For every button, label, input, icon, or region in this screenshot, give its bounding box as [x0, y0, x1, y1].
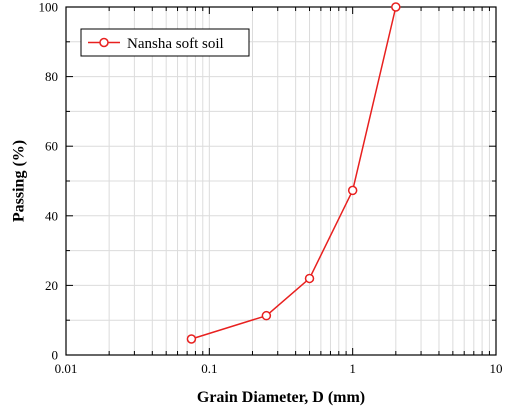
grid-lines: [66, 7, 496, 355]
data-point: [391, 2, 401, 12]
series-line: [191, 6, 397, 340]
y-tick-label: 100: [39, 0, 59, 15]
legend-label: Nansha soft soil: [127, 36, 224, 52]
y-tick-label: 20: [45, 278, 58, 293]
x-tick-label: 1: [349, 361, 356, 376]
y-tick-label: 0: [52, 348, 59, 363]
data-point: [261, 310, 272, 321]
x-axis-title: Grain Diameter, D (mm): [197, 389, 365, 406]
x-tick-label: 0.1: [201, 361, 217, 376]
y-tick-label: 40: [45, 208, 58, 223]
series-group: [186, 2, 401, 344]
y-axis-ticks: 0 20 40 60 80 100: [39, 0, 496, 363]
legend-box: [80, 28, 250, 57]
legend-marker: [99, 37, 109, 48]
data-point: [304, 273, 315, 284]
x-tick-label: 0.01: [55, 361, 78, 376]
y-tick-label: 60: [45, 139, 58, 154]
legend: Nansha soft soil: [80, 28, 250, 57]
data-point: [347, 185, 358, 196]
x-tick-label: 10: [490, 361, 503, 376]
data-point: [186, 334, 197, 344]
y-tick-label: 80: [45, 69, 58, 84]
plot-frame: [65, 6, 497, 356]
y-axis-title: Passing (%): [11, 140, 28, 222]
